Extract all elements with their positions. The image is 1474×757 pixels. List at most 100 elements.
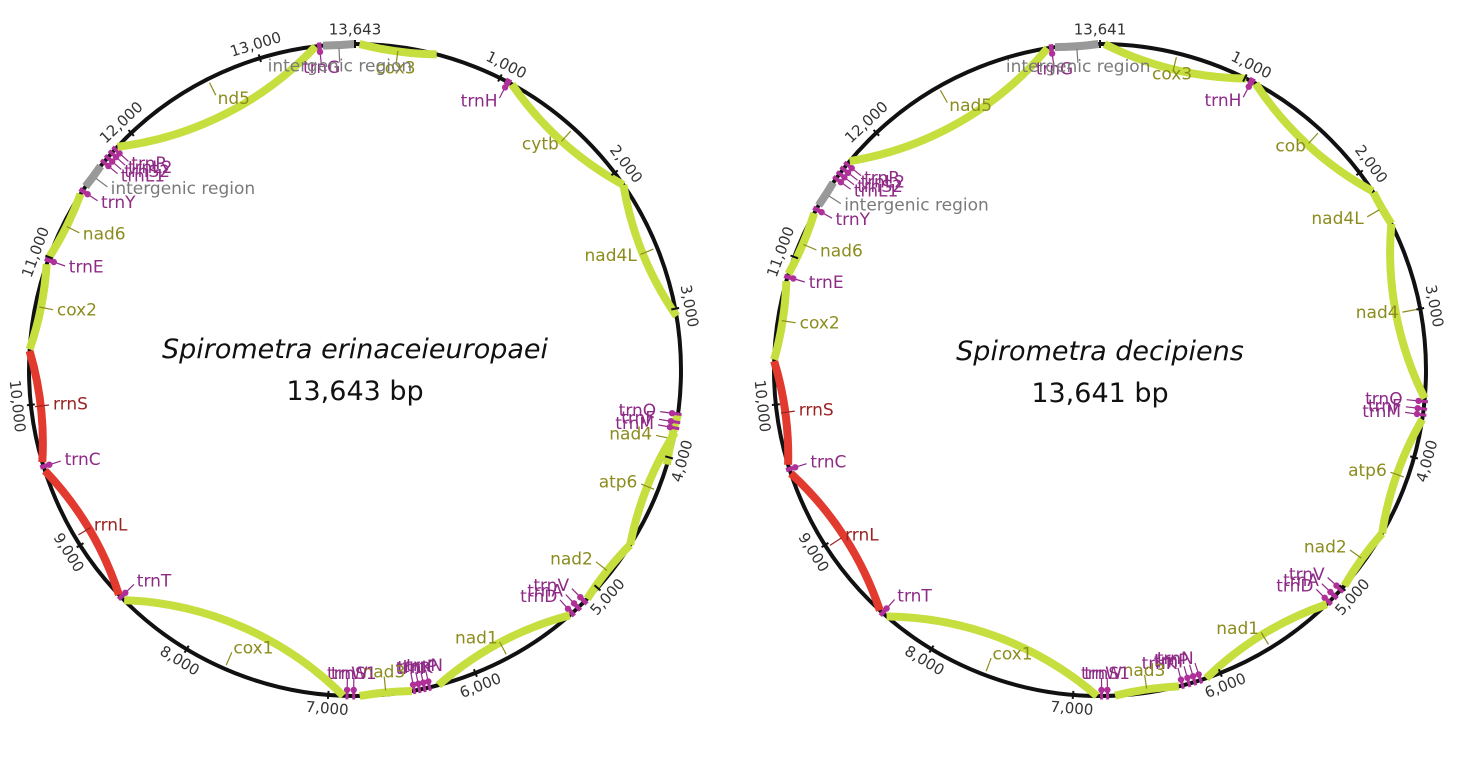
feature-arc-trnv bbox=[580, 597, 589, 606]
feature-arc-trnt bbox=[116, 592, 126, 602]
feature-arc-cob bbox=[1252, 81, 1375, 195]
feature-arc-trnn bbox=[1197, 676, 1204, 684]
feature-leader bbox=[939, 90, 948, 103]
feature-label-trns1: trnS1 bbox=[1084, 664, 1130, 684]
feature-label-nad1: nad1 bbox=[455, 628, 498, 648]
tick-label: 10,000 bbox=[751, 379, 774, 433]
feature-label-intergenic-region: intergenic region bbox=[844, 196, 989, 216]
trna-dot bbox=[844, 169, 852, 176]
tick-mark bbox=[45, 254, 54, 260]
feature-label-rrnl: rrnL bbox=[94, 516, 128, 536]
trna-dot bbox=[420, 679, 427, 686]
feature-label-trny: trnY bbox=[836, 210, 871, 230]
feature-label-trnl2: trnL2 bbox=[128, 158, 172, 178]
feature-label-trni: trnI bbox=[1154, 652, 1183, 672]
tick-label: 1,000 bbox=[483, 47, 529, 82]
feature-label-cox1: cox1 bbox=[993, 644, 1033, 664]
feature-leader bbox=[985, 657, 992, 672]
feature-leader bbox=[595, 561, 608, 571]
feature-arc-nad2 bbox=[583, 542, 634, 601]
tick-mark bbox=[872, 129, 880, 137]
feature-arc-cox1 bbox=[124, 596, 347, 699]
trna-dot bbox=[105, 162, 112, 170]
tick-label: 7,000 bbox=[305, 698, 349, 719]
feature-label-cob: cob bbox=[1275, 136, 1306, 156]
feature-arc-trny bbox=[812, 205, 821, 213]
feature-label-rrnl: rrnL bbox=[845, 526, 879, 546]
map-length: 13,643 bp bbox=[286, 376, 423, 407]
feature-arc-trnc bbox=[785, 465, 794, 473]
tick-mark bbox=[497, 73, 503, 82]
feature-label-trne: trnE bbox=[69, 257, 104, 277]
feature-label-cox1: cox1 bbox=[233, 639, 273, 659]
feature-label-trnf: trnF bbox=[621, 409, 655, 429]
trna-dot bbox=[666, 423, 674, 431]
map-title: Spirometra erinaceieuropaei bbox=[162, 334, 549, 365]
feature-label-trng: trnG bbox=[303, 58, 340, 78]
feature-leader bbox=[208, 82, 217, 96]
tick-label: 12,000 bbox=[841, 98, 892, 147]
feature-arc-nad2 bbox=[1340, 530, 1386, 588]
feature-arc-nad3 bbox=[1114, 682, 1180, 700]
feature-leader bbox=[1390, 471, 1404, 478]
feature-leader bbox=[1260, 632, 1270, 645]
trna-dot bbox=[415, 680, 422, 687]
feature-label-nad4l: nad4L bbox=[585, 246, 638, 266]
feature-label-trnl1: trnL1 bbox=[854, 182, 898, 202]
feature-leader bbox=[640, 483, 655, 490]
feature-label-nad4: nad4 bbox=[1356, 303, 1399, 323]
feature-label-trnr: trnR bbox=[131, 154, 167, 174]
tick-mark bbox=[472, 668, 478, 678]
feature-leader bbox=[95, 178, 108, 188]
tick-mark bbox=[257, 54, 262, 63]
feature-leader bbox=[78, 527, 91, 536]
feature-label-trnv: trnV bbox=[533, 576, 569, 596]
trna-dot bbox=[109, 158, 116, 165]
feature-label-intergenic-region: intergenic region bbox=[1006, 57, 1151, 77]
tick-label: 7,000 bbox=[1050, 698, 1094, 719]
tick-label: 10,000 bbox=[6, 379, 29, 433]
feature-label-trna: trnA bbox=[1283, 571, 1319, 591]
tick-label: 9,000 bbox=[50, 530, 88, 576]
feature-arc-trnk bbox=[417, 685, 422, 694]
tick-mark bbox=[1355, 169, 1364, 176]
feature-label-trns1: trnS1 bbox=[331, 664, 377, 684]
tick-label: 3,000 bbox=[677, 283, 703, 329]
feature-label-trnw: trnW bbox=[1081, 664, 1122, 684]
feature-label-intergenic-region: intergenic region bbox=[111, 179, 256, 199]
feature-label-rrns: rrnS bbox=[53, 395, 88, 415]
tick-mark bbox=[928, 645, 935, 654]
feature-arc-trnl2 bbox=[107, 149, 116, 157]
feature-leader bbox=[35, 404, 50, 408]
tick-mark bbox=[1242, 73, 1248, 83]
feature-leader bbox=[803, 243, 817, 251]
feature-arc-trnd bbox=[567, 609, 576, 618]
feature-label-nad4: nad4 bbox=[609, 425, 652, 445]
feature-arc-trns2 bbox=[835, 170, 844, 178]
trna-dot bbox=[570, 600, 578, 607]
feature-label-trnd: trnD bbox=[520, 587, 557, 607]
feature-label-trnl2: trnL2 bbox=[861, 173, 905, 193]
feature-label-atp6: atp6 bbox=[1348, 461, 1387, 481]
feature-arc-nad5 bbox=[849, 45, 1051, 166]
tick-mark bbox=[821, 542, 829, 549]
feature-label-rrns: rrnS bbox=[799, 401, 834, 421]
trna-dot bbox=[50, 258, 57, 266]
map-spirometra-decipiens: Spirometra decipiens 13,641 bp cox3 trnH c… bbox=[751, 21, 1448, 720]
trna-dot bbox=[425, 678, 432, 685]
feature-label-trnn: trnN bbox=[406, 656, 443, 676]
feature-leader bbox=[560, 130, 572, 142]
feature-arc-nad6 bbox=[784, 212, 819, 276]
feature-leader bbox=[225, 652, 233, 666]
feature-label-trnq: trnQ bbox=[1365, 389, 1403, 409]
trna-dot bbox=[409, 681, 417, 688]
feature-label-trnh: trnH bbox=[461, 92, 498, 112]
trna-dot bbox=[792, 464, 799, 471]
feature-arc-nad4l bbox=[1369, 190, 1395, 226]
feature-label-trna: trnA bbox=[527, 582, 563, 602]
feature-leader bbox=[781, 320, 796, 324]
feature-label-cytb: cytb bbox=[522, 134, 559, 154]
feature-label-trnt: trnT bbox=[897, 587, 932, 607]
feature-label-trnh: trnH bbox=[1204, 91, 1241, 111]
trna-dot bbox=[818, 209, 825, 216]
